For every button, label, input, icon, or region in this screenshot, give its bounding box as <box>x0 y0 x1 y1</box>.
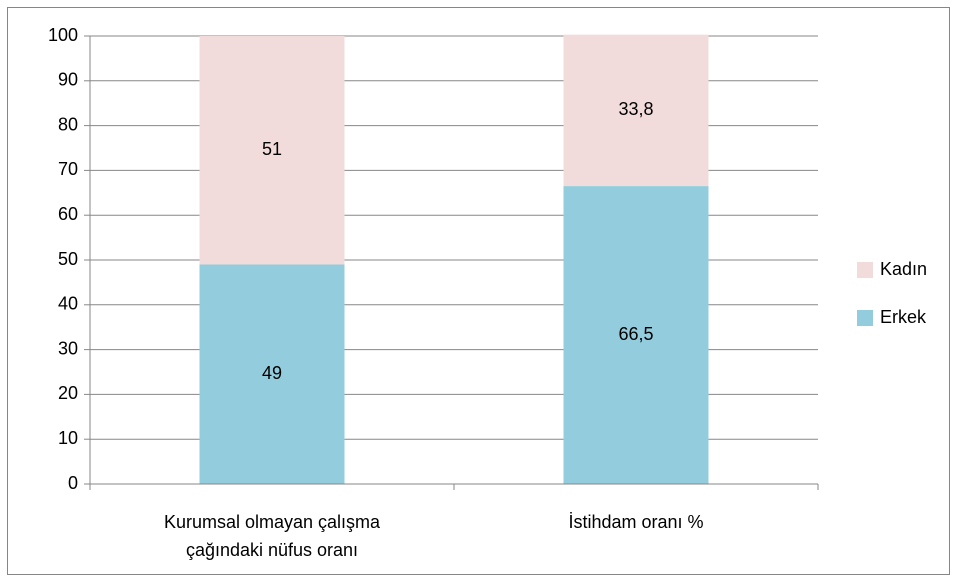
x-tick-label: İstihdam oranı % <box>568 512 704 532</box>
y-tick-label: 70 <box>58 159 78 179</box>
data-label: 51 <box>262 139 282 159</box>
x-tick-label: Kurumsal olmayan çalışma çağındaki nüfus… <box>163 512 381 560</box>
y-tick-label: 10 <box>58 428 78 448</box>
legend-label: Erkek <box>880 307 927 327</box>
y-tick-label: 100 <box>48 25 78 45</box>
bar-segment <box>199 36 345 265</box>
bar-segment <box>199 264 345 484</box>
y-tick-label: 50 <box>58 249 78 269</box>
legend-label: Kadın <box>880 259 927 279</box>
y-tick-label: 80 <box>58 114 78 134</box>
legend-swatch <box>857 310 873 326</box>
data-label: 49 <box>262 363 282 383</box>
chart-border <box>7 7 950 575</box>
y-tick-label: 20 <box>58 383 78 403</box>
y-tick-label: 60 <box>58 204 78 224</box>
bar-segment <box>563 34 709 187</box>
y-tick-label: 30 <box>58 338 78 358</box>
y-tick-label: 90 <box>58 70 78 90</box>
legend-swatch <box>857 262 873 278</box>
data-label: 33,8 <box>618 99 653 119</box>
data-label: 66,5 <box>618 324 653 344</box>
y-tick-label: 40 <box>58 294 78 314</box>
y-tick-label: 0 <box>68 473 78 493</box>
bar-segment <box>563 186 709 484</box>
